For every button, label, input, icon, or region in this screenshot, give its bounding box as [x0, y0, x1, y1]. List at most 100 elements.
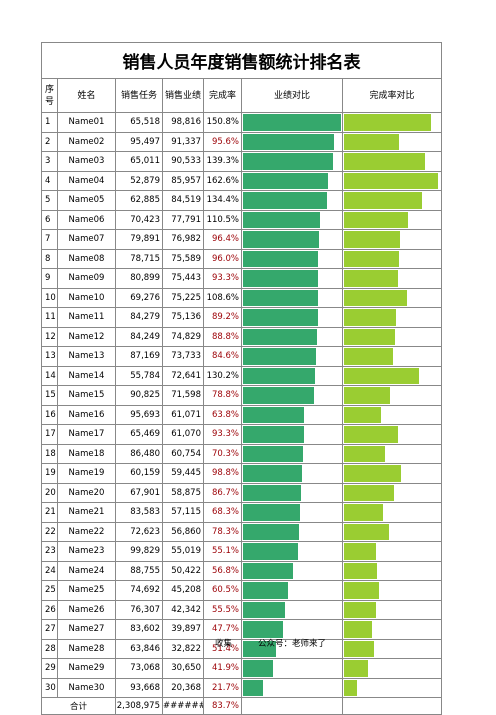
sales-bar-cell — [241, 541, 343, 562]
rate-bar — [344, 250, 400, 267]
rate-cell: 60.5% — [203, 580, 242, 601]
rank-cell: 2 — [41, 131, 58, 152]
rank-cell: 25 — [41, 580, 58, 601]
rate-cell: 150.8% — [203, 112, 242, 133]
rate-cell: 108.6% — [203, 287, 242, 308]
rank-cell: 22 — [41, 521, 58, 542]
data-row: 27 Name27 83,602 39,897 47.7% — [41, 619, 443, 640]
sales-bar — [243, 523, 300, 540]
sales-bar — [243, 133, 334, 150]
data-row: 28 Name28 63,846 32,822 51.4% — [41, 638, 443, 659]
rank-cell: 19 — [41, 463, 58, 484]
task-cell: 86,480 — [115, 443, 163, 464]
rate-bar-cell — [341, 619, 443, 640]
sales-bar — [243, 114, 341, 131]
data-row: 15 Name15 90,825 71,598 78.8% — [41, 385, 443, 406]
sales-bar — [243, 387, 314, 404]
sales-bar — [243, 250, 318, 267]
sales-bar-cell — [241, 404, 343, 425]
ranking-table: 销售人员年度销售额统计排名表 序号 姓名 销售任务 销售业绩 完成率 业绩对比 完成率对比 … — [40, 42, 443, 715]
sales-bar — [243, 465, 302, 482]
rate-bar-cell — [341, 287, 443, 308]
sales-bar-cell — [241, 677, 343, 698]
name-cell: Name09 — [57, 268, 116, 289]
rate-bar-cell — [341, 209, 443, 230]
rank-cell: 20 — [41, 482, 58, 503]
task-cell: 55,784 — [115, 365, 163, 386]
sales-bar — [243, 348, 317, 365]
name-cell: Name19 — [57, 463, 116, 484]
data-row: 25 Name25 74,692 45,208 60.5% — [41, 580, 443, 601]
task-cell: 79,891 — [115, 229, 163, 250]
rank-cell: 7 — [41, 229, 58, 250]
name-cell: Name10 — [57, 287, 116, 308]
rate-bar — [344, 270, 398, 287]
name-cell: Name12 — [57, 326, 116, 347]
empty-cell — [241, 697, 343, 715]
name-cell: Name16 — [57, 404, 116, 425]
sales-bar-cell — [241, 658, 343, 679]
name-cell: Name27 — [57, 619, 116, 640]
sales-cell: 61,070 — [162, 424, 204, 445]
data-row: 7 Name07 79,891 76,982 96.4% — [41, 229, 443, 250]
rate-cell: 110.5% — [203, 209, 242, 230]
rank-cell: 10 — [41, 287, 58, 308]
data-row: 19 Name19 60,159 59,445 98.8% — [41, 463, 443, 484]
total-row: 合计2,308,975#######83.7% — [41, 697, 443, 715]
data-row: 21 Name21 83,583 57,115 68.3% — [41, 502, 443, 523]
rank-cell: 12 — [41, 326, 58, 347]
sales-bar — [243, 582, 288, 599]
rate-cell: 70.3% — [203, 443, 242, 464]
name-cell: Name05 — [57, 190, 116, 211]
name-cell: Name25 — [57, 580, 116, 601]
rate-bar — [344, 426, 398, 443]
sales-bar — [243, 484, 302, 501]
rank-cell: 3 — [41, 151, 58, 172]
sales-cell: 55,019 — [162, 541, 204, 562]
rate-bar — [344, 582, 379, 599]
rate-bar — [344, 172, 438, 189]
sales-bar — [243, 231, 320, 248]
sales-bar — [243, 328, 318, 345]
rate-cell: 84.6% — [203, 346, 242, 367]
rate-bar — [344, 192, 422, 209]
name-cell: Name17 — [57, 424, 116, 445]
rank-cell: 23 — [41, 541, 58, 562]
rate-bar-cell — [341, 112, 443, 133]
rate-cell: 98.8% — [203, 463, 242, 484]
header-cell: 业绩对比 — [241, 78, 343, 113]
rate-bar-cell — [341, 365, 443, 386]
header-row: 序号 姓名 销售任务 销售业绩 完成率 业绩对比 完成率对比 — [41, 78, 443, 113]
sales-cell: 85,957 — [162, 170, 204, 191]
sales-cell: 91,337 — [162, 131, 204, 152]
sales-bar-cell — [241, 365, 343, 386]
name-cell: Name28 — [57, 638, 116, 659]
sales-cell: 59,445 — [162, 463, 204, 484]
sales-bar — [243, 601, 285, 618]
sales-bar-cell — [241, 209, 343, 230]
sales-cell: 39,897 — [162, 619, 204, 640]
name-cell: Name26 — [57, 599, 116, 620]
data-row: 23 Name23 99,829 55,019 55.1% — [41, 541, 443, 562]
data-row: 18 Name18 86,480 60,754 70.3% — [41, 443, 443, 464]
rate-cell: 93.3% — [203, 268, 242, 289]
rate-bar-cell — [341, 521, 443, 542]
data-row: 22 Name22 72,623 56,860 78.3% — [41, 521, 443, 542]
sales-bar-cell — [241, 580, 343, 601]
sales-cell: 42,342 — [162, 599, 204, 620]
sales-cell: 75,589 — [162, 248, 204, 269]
rate-bar-cell — [341, 658, 443, 679]
rank-cell: 9 — [41, 268, 58, 289]
task-cell: 65,011 — [115, 151, 163, 172]
rate-cell: 134.4% — [203, 190, 242, 211]
name-cell: Name24 — [57, 560, 116, 581]
sales-bar-cell — [241, 112, 343, 133]
rank-cell: 4 — [41, 170, 58, 191]
sales-bar-cell — [241, 424, 343, 445]
rank-cell: 28 — [41, 638, 58, 659]
rate-bar — [344, 328, 396, 345]
sales-cell: 73,733 — [162, 346, 204, 367]
rate-cell: 55.5% — [203, 599, 242, 620]
rate-cell: 86.7% — [203, 482, 242, 503]
sales-cell: 20,368 — [162, 677, 204, 698]
